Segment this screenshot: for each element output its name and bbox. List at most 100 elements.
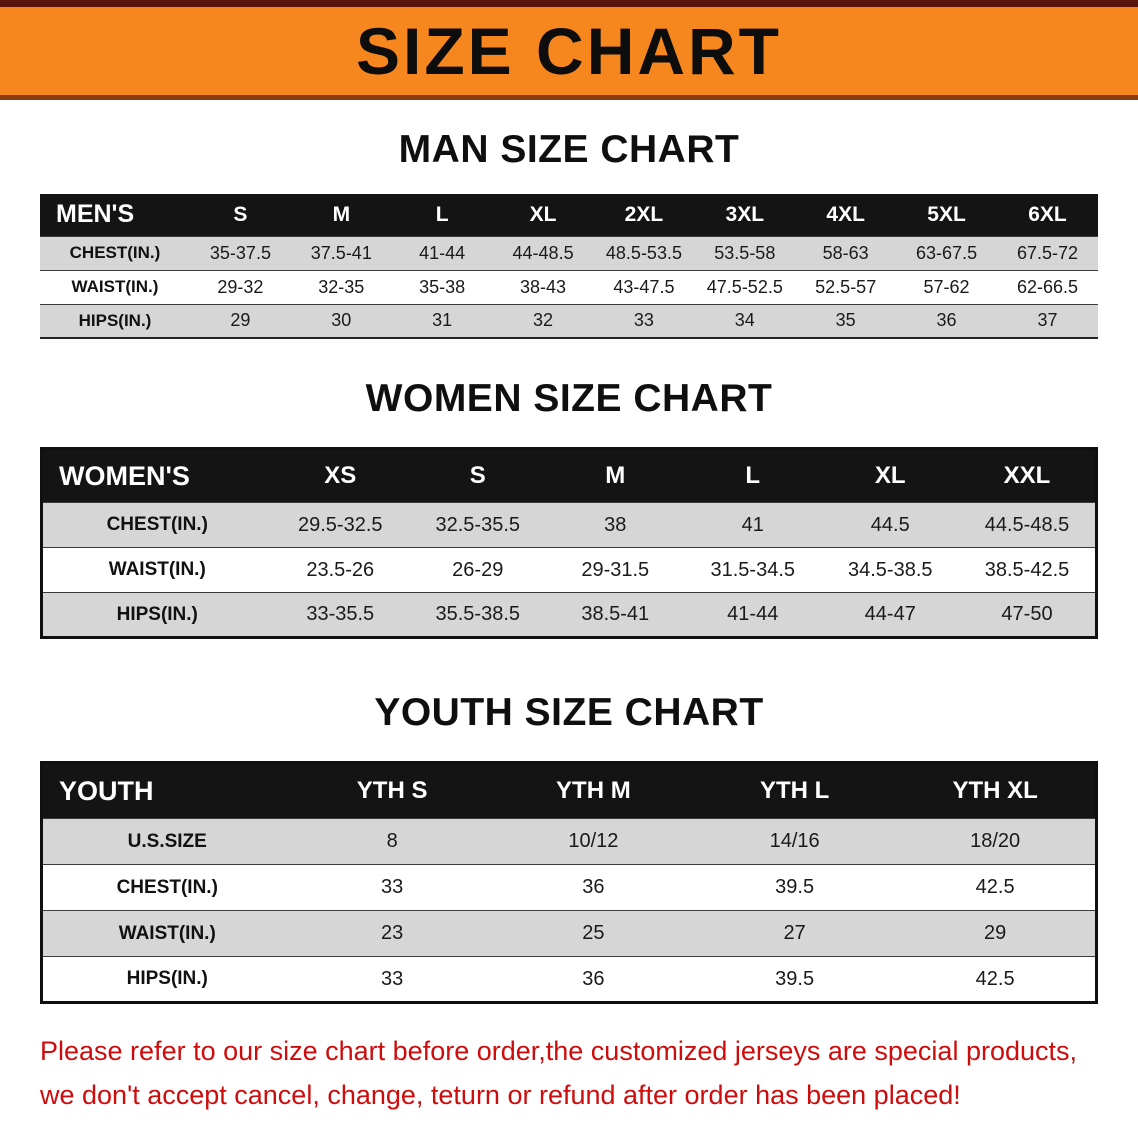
measurement-value: 39.5 [775, 876, 815, 898]
measurement-value: 63-67.5 [916, 242, 978, 263]
disclaimer-line-2: we don't accept cancel, change, teturn o… [40, 1079, 961, 1110]
measurement-value: 62-66.5 [1016, 276, 1079, 297]
size-column-header: L [684, 448, 822, 503]
measurement-value: 58-63 [822, 242, 869, 263]
banner-title: SIZE CHART [356, 14, 782, 88]
measurement-value: 32-35 [318, 276, 365, 297]
measurement-value: 44.5-48.5 [984, 513, 1070, 536]
table-corner-label: YOUTH [41, 762, 292, 819]
measurement-value: 34 [734, 310, 755, 331]
measurement-value: 35.5-38.5 [435, 603, 520, 625]
measurement-value: 32 [533, 310, 554, 331]
measurement-value: 48.5-53.5 [605, 242, 682, 263]
women-size-table: WOMEN'S XS S M L XL XXL CHEST(IN.) 29.5-32.5 32.5… [40, 447, 1098, 639]
measurement-label: WAIST(IN.) [108, 559, 206, 580]
measurement-label: U.S.SIZE [127, 830, 207, 852]
disclaimer: Please refer to our size chart before or… [40, 1030, 1138, 1117]
youth-size-table: YOUTH YTH S YTH M YTH L YTH XL U.S.SIZE 8 10/12… [40, 761, 1098, 1004]
measurement-value: 47.5-52.5 [706, 276, 783, 297]
men-size-table: MEN'S S M L XL 2XL 3XL 4XL 5XL 6XL CHEST(IN.) 35-37… [40, 194, 1098, 339]
size-column-header: S [190, 194, 291, 236]
table-corner-label: MEN'S [40, 194, 190, 236]
measurement-value: 41 [741, 513, 764, 536]
measurement-value: 36 [582, 876, 605, 898]
measurement-value: 44.5 [870, 513, 910, 536]
measurement-label: CHEST(IN.) [106, 514, 208, 535]
measurement-label: WAIST(IN.) [118, 922, 216, 944]
measurement-value: 42.5 [975, 876, 1015, 898]
size-column-header: XS [271, 448, 409, 503]
measurement-value: 38 [604, 513, 627, 536]
measurement-value: 35-38 [419, 276, 466, 297]
measurement-value: 38.5-41 [581, 603, 650, 625]
women-section-heading: WOMEN SIZE CHART [365, 377, 773, 420]
measurement-row: WAIST(IN.) 29-32 32-35 35-38 38-43 43-47.5 47.… [40, 270, 1098, 304]
size-column-header: YTH XL [895, 762, 1097, 819]
measurement-label: WAIST(IN.) [71, 277, 159, 296]
measurement-row: HIPS(IN.) 33-35.5 35.5-38.5 38.5-41 41-44 44-… [41, 592, 1097, 638]
measurement-value: 29-32 [217, 276, 264, 297]
size-column-header: M [290, 194, 392, 236]
measurement-row: WAIST(IN.) 23.5-26 26-29 29-31.5 31.5-34.5 34… [41, 547, 1097, 593]
measurement-label: HIPS(IN.) [126, 968, 208, 989]
measurement-value: 10/12 [568, 830, 619, 852]
measurement-value: 35-37.5 [209, 242, 271, 263]
size-column-header: 4XL [795, 194, 897, 236]
measurement-value: 23 [381, 922, 404, 944]
youth-section-heading: YOUTH SIZE CHART [374, 691, 764, 734]
size-chart-banner: SIZE CHART [0, 0, 1138, 100]
men-section: MAN SIZE CHART MEN'S S M L XL 2XL 3XL 4XL 5XL 6XL… [0, 128, 1138, 339]
measurement-value: 31 [432, 310, 453, 331]
measurement-value: 35 [835, 310, 856, 331]
measurement-value: 26-29 [452, 558, 504, 581]
measurement-value: 37 [1037, 310, 1058, 331]
measurement-value: 36 [936, 310, 957, 331]
measurement-value: 23.5-26 [306, 558, 375, 581]
measurement-value: 31.5-34.5 [710, 558, 795, 581]
size-column-header: XL [492, 194, 594, 236]
measurement-value: 38.5-42.5 [984, 558, 1070, 581]
measurement-value: 27 [783, 922, 806, 944]
measurement-value: 33 [381, 967, 404, 990]
size-column-header: 5XL [896, 194, 997, 236]
measurement-value: 29.5-32.5 [297, 513, 383, 536]
measurement-value: 18/20 [970, 830, 1021, 852]
women-section: WOMEN SIZE CHART WOMEN'S XS S M L XL XXL CHEST(… [0, 377, 1138, 639]
measurement-row: HIPS(IN.) 29 30 31 32 33 34 35 36 37 [40, 304, 1098, 338]
measurement-value: 32.5-35.5 [435, 513, 520, 536]
measurement-value: 29 [230, 310, 251, 331]
measurement-value: 57-62 [923, 276, 970, 297]
size-column-header: XXL [959, 448, 1097, 503]
measurement-label: HIPS(IN.) [78, 310, 152, 330]
measurement-value: 42.5 [975, 967, 1015, 990]
measurement-label: CHEST(IN.) [116, 876, 218, 898]
measurement-value: 44-48.5 [512, 242, 574, 263]
measurement-value: 47-50 [1001, 603, 1053, 625]
measurement-value: 44-47 [864, 603, 916, 625]
measurement-value: 39.5 [775, 967, 815, 990]
measurement-value: 41-44 [419, 242, 466, 263]
measurement-value: 52.5-57 [815, 276, 877, 297]
size-column-header: L [391, 194, 493, 236]
measurement-value: 25 [582, 922, 605, 944]
measurement-value: 67.5-72 [1016, 242, 1079, 263]
measurement-value: 53.5-58 [714, 242, 776, 263]
size-column-header: S [409, 448, 547, 503]
size-column-header: 3XL [694, 194, 796, 236]
table-header-row: YOUTH YTH S YTH M YTH L YTH XL [41, 762, 1097, 819]
measurement-value: 29 [984, 922, 1007, 944]
measurement-row: CHEST(IN.) 33 36 39.5 42.5 [41, 864, 1097, 911]
measurement-row: CHEST(IN.) 35-37.5 37.5-41 41-44 44-48.5 48.5… [40, 236, 1098, 270]
measurement-value: 30 [331, 310, 352, 331]
measurement-label: HIPS(IN.) [116, 603, 198, 625]
size-column-header: XL [821, 448, 959, 503]
measurement-value: 34.5-38.5 [847, 558, 933, 581]
measurement-value: 29-31.5 [581, 558, 650, 581]
measurement-value: 43-47.5 [613, 276, 675, 297]
measurement-value: 36 [582, 967, 605, 990]
measurement-value: 8 [386, 830, 398, 852]
size-column-header: 6XL [997, 194, 1098, 236]
measurement-value: 41-44 [727, 603, 779, 625]
youth-section: YOUTH SIZE CHART YOUTH YTH S YTH M YTH L YTH… [0, 691, 1138, 1004]
